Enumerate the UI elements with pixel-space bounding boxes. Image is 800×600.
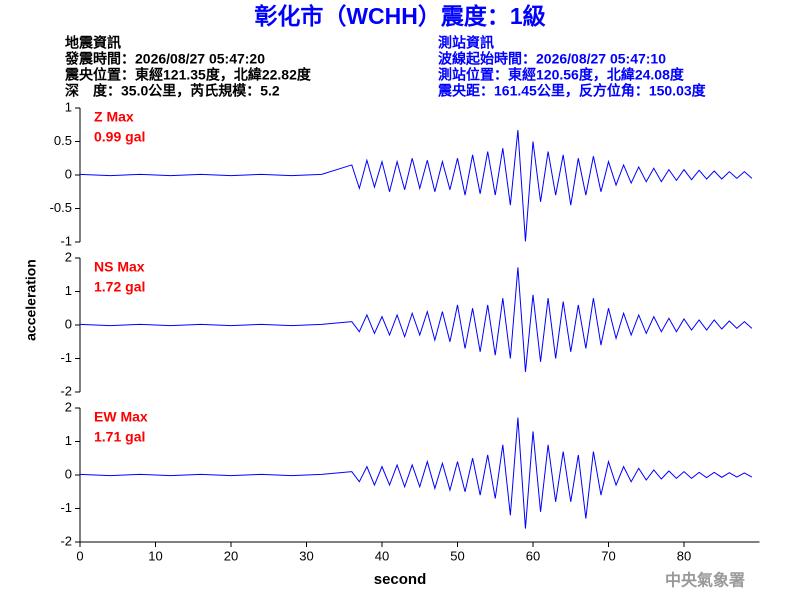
footer: 中央氣象署 xyxy=(665,571,745,590)
header-text: 震央距：161.45公里，反方位角：150.03度 xyxy=(437,83,707,99)
x-tick-label: 40 xyxy=(375,548,389,563)
x-tick-label: 50 xyxy=(450,548,464,563)
y-tick-label: -1 xyxy=(60,500,72,515)
annotation: 1.72 gal xyxy=(94,279,145,295)
y-axis-label: acceleration xyxy=(23,259,39,341)
x-tick-label: 20 xyxy=(224,548,238,563)
header-text: 深 度：35.0公里，芮氏規模：5.2 xyxy=(65,83,280,99)
waveform xyxy=(79,417,753,529)
y-tick-label: 0.5 xyxy=(54,133,72,148)
y-tick-label: 0 xyxy=(65,166,72,181)
waveform xyxy=(79,267,753,372)
y-tick-label: -1 xyxy=(60,233,72,248)
y-tick-label: -1 xyxy=(60,350,72,365)
y-tick-label: 2 xyxy=(65,399,72,414)
x-axis-label: second xyxy=(374,571,427,588)
y-tick-label: -2 xyxy=(60,533,72,548)
header-text: 測站資訊 xyxy=(438,35,494,51)
y-tick-label: -2 xyxy=(60,383,72,398)
y-tick-label: 1 xyxy=(65,433,72,448)
x-tick-label: 30 xyxy=(299,548,313,563)
annotation: NS Max xyxy=(94,259,145,275)
header-text: 震央位置：東經121.35度，北緯22.82度 xyxy=(64,67,312,83)
annotation: 0.99 gal xyxy=(94,129,145,145)
x-tick-label: 0 xyxy=(76,548,83,563)
x-tick-label: 10 xyxy=(148,548,162,563)
annotation: 1.71 gal xyxy=(94,429,145,445)
y-tick-label: 0 xyxy=(65,316,72,331)
y-tick-label: 1 xyxy=(65,283,72,298)
y-tick-label: 2 xyxy=(65,249,72,264)
x-tick-label: 80 xyxy=(677,548,691,563)
waveform xyxy=(79,130,753,242)
x-tick-label: 70 xyxy=(601,548,615,563)
header-text: 測站位置：東經120.56度，北緯24.08度 xyxy=(438,67,685,83)
header-text: 波線起始時間：2026/08/27 05:47:10 xyxy=(438,51,666,67)
annotation: EW Max xyxy=(94,409,148,425)
y-tick-label: 0 xyxy=(65,466,72,481)
y-tick-label: 1 xyxy=(65,99,72,114)
annotation: Z Max xyxy=(94,109,134,125)
x-tick-label: 60 xyxy=(526,548,540,563)
header-text: 地震資訊 xyxy=(65,35,121,51)
chart-title: 彰化市（WCHH）震度：1級 xyxy=(254,3,545,29)
header-text: 發震時間：2026/08/27 05:47:20 xyxy=(64,51,265,67)
y-tick-label: -0.5 xyxy=(50,200,72,215)
